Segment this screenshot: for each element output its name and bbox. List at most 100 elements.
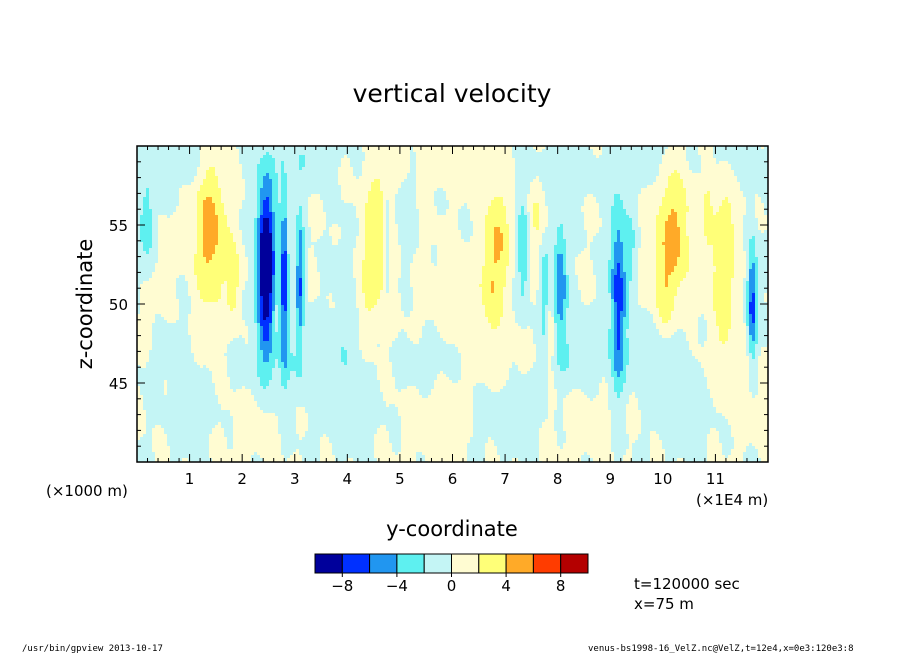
field-cell [341, 149, 344, 152]
field-cell [371, 158, 374, 161]
field-cell [293, 191, 296, 194]
field-cell [413, 167, 416, 170]
field-cell [419, 215, 422, 218]
field-cell [305, 191, 308, 194]
field-cell [212, 200, 215, 203]
field-cell [686, 209, 689, 212]
field-cell [323, 167, 326, 170]
field-cell [446, 152, 449, 155]
field-cell [173, 206, 176, 209]
field-cell [626, 152, 629, 155]
field-cell [551, 206, 554, 209]
field-cell [350, 170, 353, 173]
field-cell [224, 152, 227, 155]
field-cell [542, 191, 545, 194]
field-cell [533, 182, 536, 185]
field-cell [194, 149, 197, 152]
field-cell [461, 194, 464, 197]
field-cell [716, 206, 719, 209]
field-cell [560, 206, 563, 209]
field-cell [263, 179, 266, 182]
field-cell [506, 215, 509, 218]
field-cell [281, 155, 284, 158]
field-cell [290, 200, 293, 203]
field-cell [326, 170, 329, 173]
field-cell [344, 170, 347, 173]
field-cell [542, 173, 545, 176]
field-cell [428, 176, 431, 179]
field-cell [254, 161, 257, 164]
field-cell [227, 158, 230, 161]
field-cell [578, 173, 581, 176]
field-cell [680, 152, 683, 155]
field-cell [392, 185, 395, 188]
field-cell [530, 182, 533, 185]
field-cell [707, 176, 710, 179]
field-cell [176, 209, 179, 212]
field-cell [746, 203, 749, 206]
field-cell [314, 167, 317, 170]
field-cell [710, 188, 713, 191]
field-cell [227, 173, 230, 176]
field-cell [686, 152, 689, 155]
field-cell [299, 152, 302, 155]
field-cell [365, 176, 368, 179]
field-cell [203, 215, 206, 218]
field-cell [461, 197, 464, 200]
field-cell [149, 164, 152, 167]
field-cell [182, 164, 185, 167]
field-cell [218, 212, 221, 215]
field-cell [251, 164, 254, 167]
field-cell [365, 164, 368, 167]
field-cell [629, 158, 632, 161]
field-cell [206, 149, 209, 152]
field-cell [239, 185, 242, 188]
field-cell [614, 155, 617, 158]
field-cell [434, 158, 437, 161]
field-cell [443, 206, 446, 209]
field-cell [572, 155, 575, 158]
field-cell [671, 203, 674, 206]
field-cell [578, 167, 581, 170]
field-cell [425, 152, 428, 155]
field-cell [632, 158, 635, 161]
field-cell [386, 191, 389, 194]
field-cell [434, 203, 437, 206]
field-cell [728, 179, 731, 182]
field-cell [146, 173, 149, 176]
field-cell [212, 212, 215, 215]
field-cell [455, 173, 458, 176]
field-cell [209, 194, 212, 197]
field-cell [641, 170, 644, 173]
field-cell [497, 167, 500, 170]
field-cell [443, 179, 446, 182]
field-cell [368, 173, 371, 176]
field-cell [689, 149, 692, 152]
field-cell [224, 167, 227, 170]
field-cell [671, 197, 674, 200]
field-cell [728, 209, 731, 212]
field-cell [284, 176, 287, 179]
field-cell [143, 191, 146, 194]
field-cell [299, 158, 302, 161]
field-cell [632, 206, 635, 209]
field-cell [359, 215, 362, 218]
field-cell [545, 209, 548, 212]
field-cell [479, 200, 482, 203]
field-cell [377, 155, 380, 158]
field-cell [569, 167, 572, 170]
field-cell [377, 212, 380, 215]
field-cell [281, 176, 284, 179]
field-cell [161, 149, 164, 152]
field-cell [716, 191, 719, 194]
field-cell [149, 194, 152, 197]
field-cell [443, 212, 446, 215]
field-cell [632, 194, 635, 197]
field-cell [254, 176, 257, 179]
field-cell [275, 179, 278, 182]
field-cell [323, 170, 326, 173]
field-cell [578, 191, 581, 194]
field-cell [554, 191, 557, 194]
field-cell [164, 215, 167, 218]
field-cell [191, 176, 194, 179]
